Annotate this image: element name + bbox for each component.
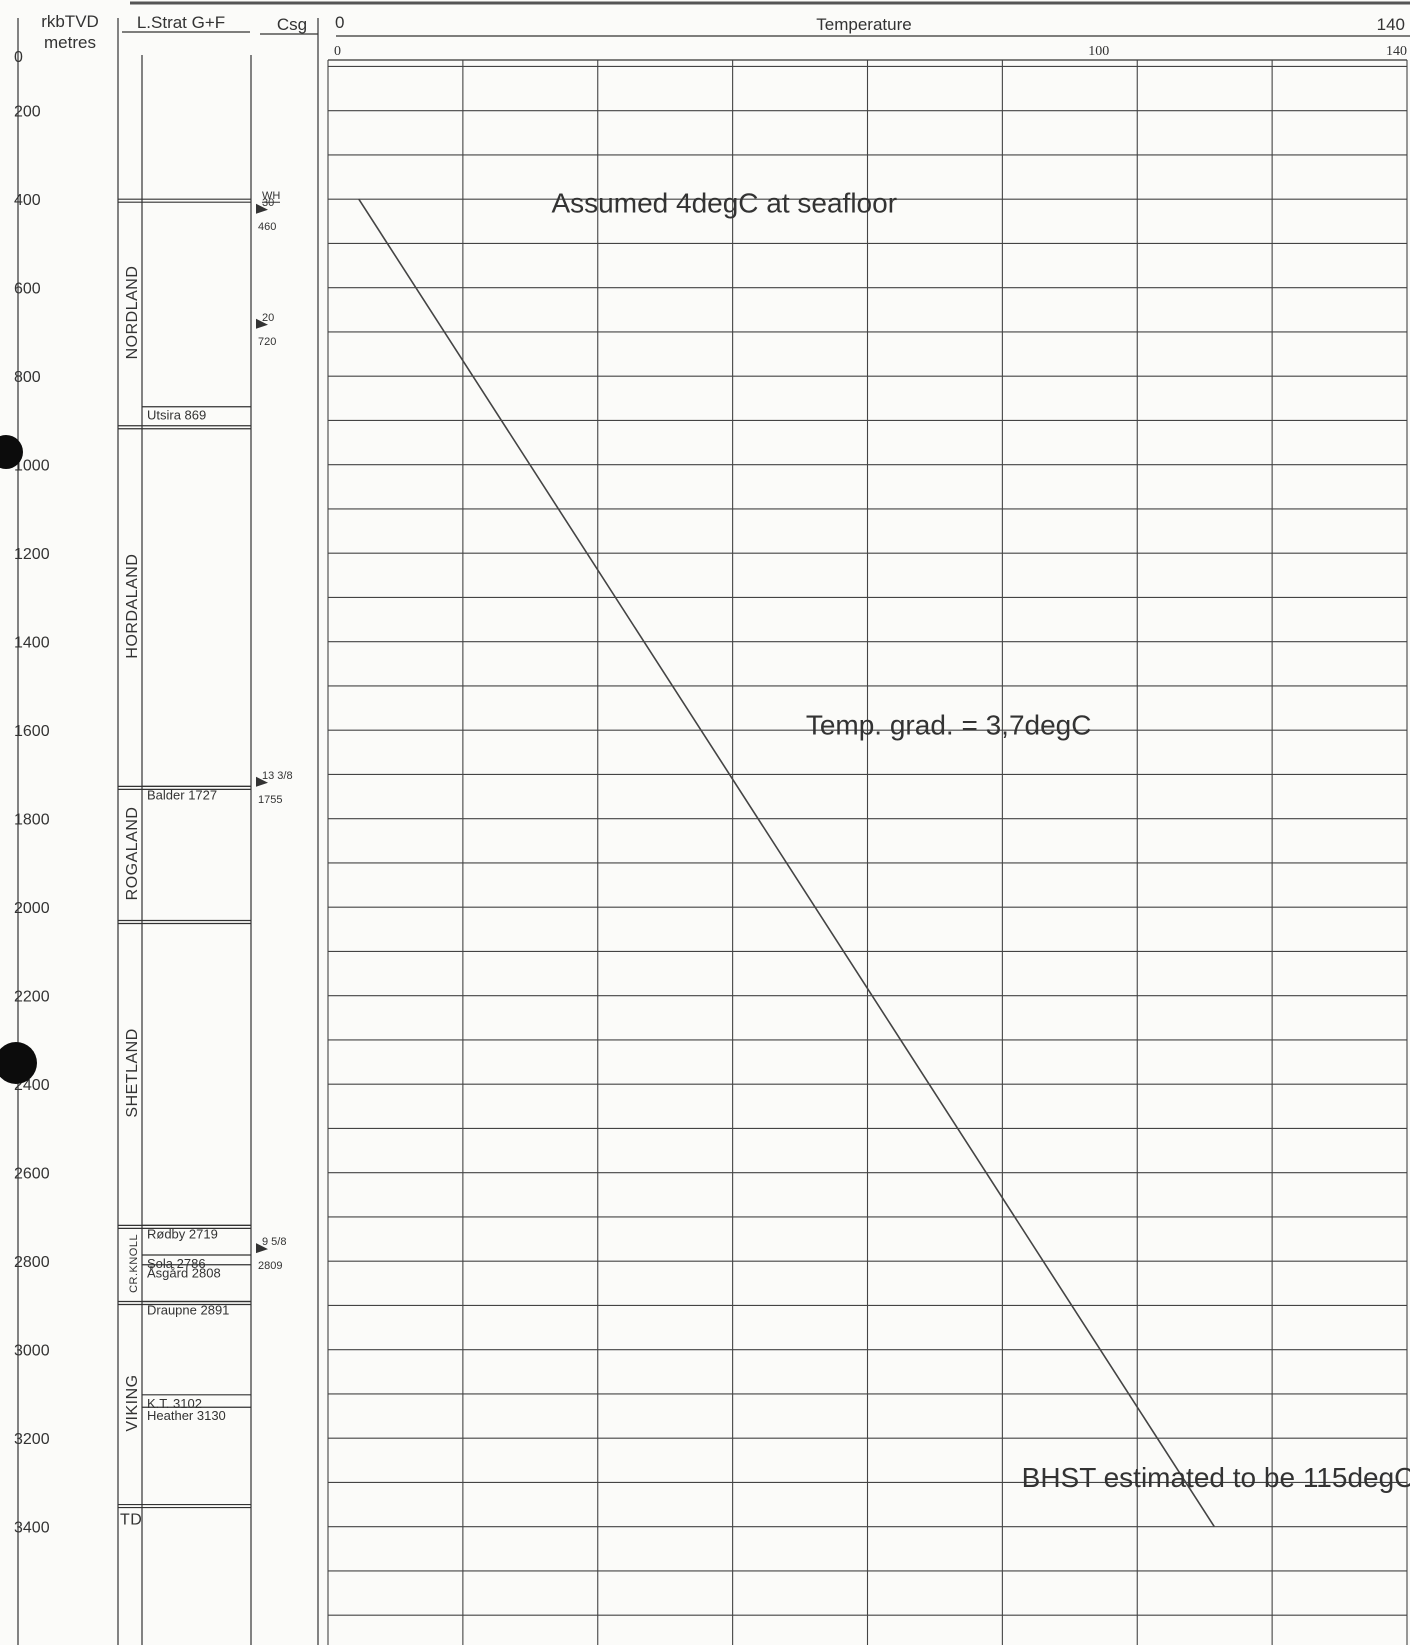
depth-tick-label: 1000 xyxy=(14,458,50,475)
depth-tick-label: 1400 xyxy=(14,635,50,652)
chart-annotation: Temp. grad. = 3,7degC xyxy=(806,710,1092,741)
depth-tick-label: 1600 xyxy=(14,723,50,740)
depth-tick-label: 2800 xyxy=(14,1254,50,1271)
depth-tick-label: 3400 xyxy=(14,1520,50,1537)
depth-tick-label: 3200 xyxy=(14,1431,50,1448)
casing-depth-label: 460 xyxy=(258,221,276,233)
formation-top-label: Rødby 2719 xyxy=(147,1226,218,1241)
depth-tick-label: 1800 xyxy=(14,812,50,829)
casing-depth-label: 720 xyxy=(258,336,276,348)
temperature-gradient-series xyxy=(358,198,1215,1528)
group-label-crknoll: CR.KNOLL xyxy=(128,1234,140,1293)
depth-tick-label: 0 xyxy=(14,49,23,66)
casing-size-label: 9 5/8 xyxy=(262,1236,286,1248)
temperature-tick-label: 0 xyxy=(334,44,341,59)
depth-column-title: rkbTVD xyxy=(41,12,99,31)
temperature-tick-label: 140 xyxy=(1386,44,1407,59)
casing-label-wellhead: WH xyxy=(262,190,280,202)
chart-annotations: Assumed 4degC at seafloor Temp. grad. = 3… xyxy=(552,187,1410,1492)
temperature-ticks: 0 100 140 xyxy=(334,44,1407,59)
casing-column-title: Csg xyxy=(277,15,307,34)
casing-size-label: 20 xyxy=(262,312,274,324)
chart-frame xyxy=(17,1,1410,1645)
punch-hole xyxy=(0,1042,37,1084)
depth-tick-label: 600 xyxy=(14,281,41,298)
depth-tick-label: 200 xyxy=(14,104,41,121)
punch-holes xyxy=(0,435,37,1084)
depth-tick-label: 800 xyxy=(14,369,41,386)
depth-tick-label: 400 xyxy=(14,192,41,209)
casing-depth-label: 2809 xyxy=(258,1260,282,1272)
formation-top-label: Åsgård 2808 xyxy=(147,1266,221,1281)
temperature-max-label: 140 xyxy=(1377,15,1405,34)
temperature-grid xyxy=(327,60,1408,1645)
formation-top-label: Sola 2786 xyxy=(147,1256,206,1271)
chart-annotation: Assumed 4degC at seafloor xyxy=(552,187,898,218)
group-label-shetland: SHETLAND xyxy=(124,1028,141,1117)
punch-hole xyxy=(0,435,23,469)
casing-shoe-icon xyxy=(256,203,268,214)
formation-top-label: Draupne 2891 xyxy=(147,1302,229,1317)
casing-depth-label: 1755 xyxy=(258,794,282,806)
formation-top-label: Utsira 869 xyxy=(147,408,206,423)
temperature-tick-label: 100 xyxy=(1088,44,1109,59)
group-label-viking: VIKING xyxy=(124,1374,141,1431)
casing-shoe-icon xyxy=(256,318,268,329)
casing-size-label: 13 3/8 xyxy=(262,770,293,782)
strat-column-title: L.Strat G+F xyxy=(137,13,225,32)
depth-ticks: 0 200 400 600 800 1000 1200 1400 1600 1800 2000 220… xyxy=(14,49,50,1537)
depth-tick-label: 3000 xyxy=(14,1343,50,1360)
depth-unit-label: metres xyxy=(44,33,96,52)
group-label-nordland: NORDLAND xyxy=(124,266,141,360)
depth-tick-label: 2200 xyxy=(14,989,50,1006)
column-headers: rkbTVD metres L.Strat G+F Csg Temperatur… xyxy=(41,12,1405,52)
temperature-gradient-line xyxy=(358,198,1215,1528)
formation-top-label: Heather 3130 xyxy=(147,1408,226,1423)
group-label-hordaland: HORDALAND xyxy=(124,554,141,659)
casing-shoe-icon xyxy=(256,776,268,787)
group-label-rogaland: ROGALAND xyxy=(124,807,141,901)
casing-shoe-icon xyxy=(256,1243,268,1254)
temperature-min-label: 0 xyxy=(335,13,344,32)
casing-size-label: 30 xyxy=(262,197,274,209)
depth-tick-label: 2600 xyxy=(14,1166,50,1183)
group-label-td: TD xyxy=(120,1512,142,1529)
lithostratigraphy-column: NORDLAND HORDALAND ROGALAND SHETLAND CR.KNOL… xyxy=(118,198,251,1529)
depth-tick-label: 2000 xyxy=(14,900,50,917)
depth-tick-label: 1200 xyxy=(14,546,50,563)
formation-top-label: Balder 1727 xyxy=(147,787,217,802)
chart-annotation: BHST estimated to be 115degC at TD xyxy=(1022,1462,1410,1493)
temperature-axis-title: Temperature xyxy=(816,15,911,34)
